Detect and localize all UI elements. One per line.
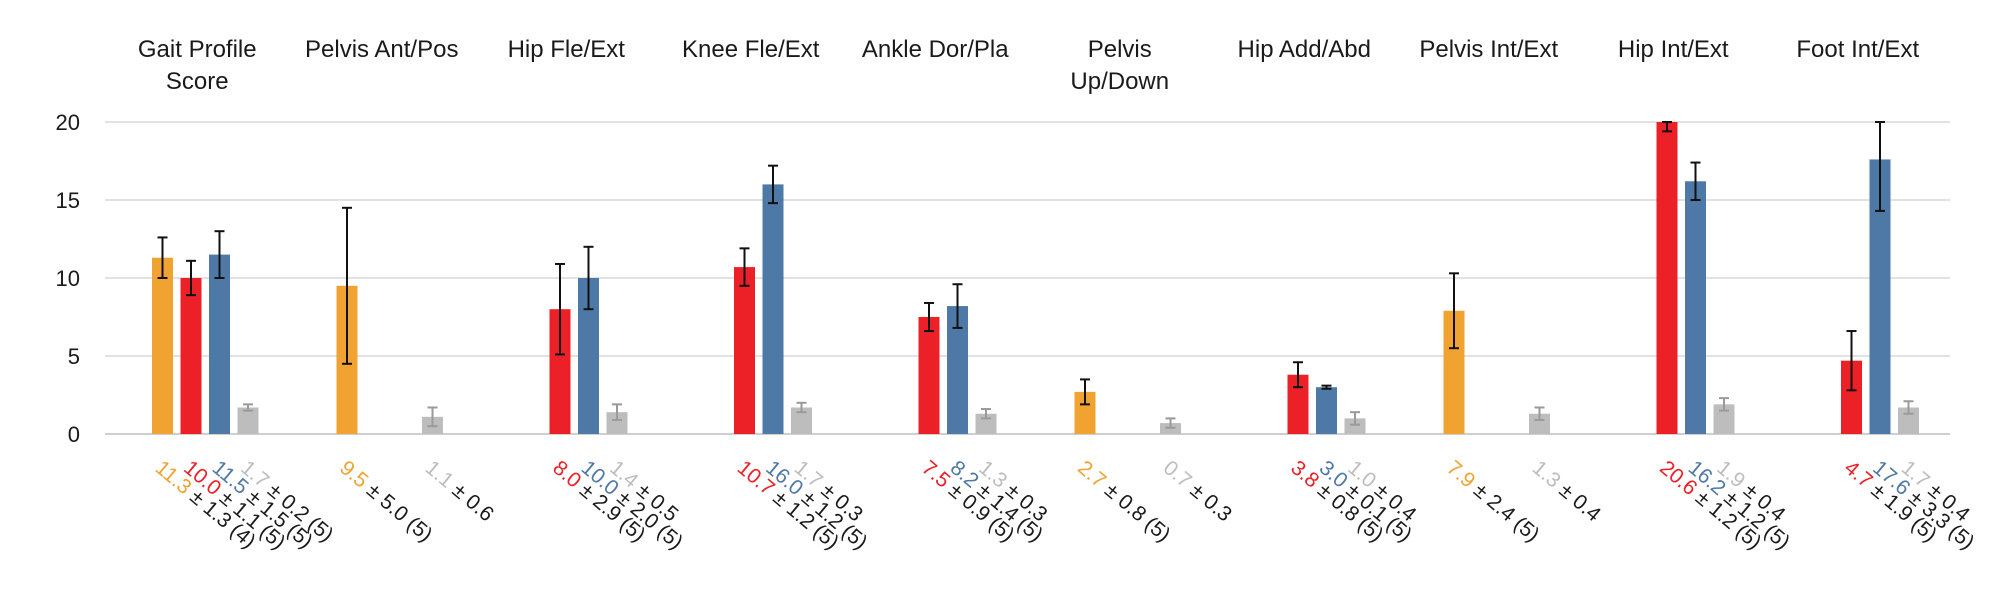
category-title-line: Ankle Dor/Pla	[862, 36, 1009, 63]
data-label: 0.7 ± 0.3	[1159, 456, 1236, 526]
bar	[1685, 181, 1706, 434]
data-label: 2.7 ± 0.8 (5)	[1073, 456, 1174, 546]
bar	[734, 267, 755, 434]
bar	[1443, 310, 1465, 434]
y-tick-label-15: 15	[56, 188, 80, 213]
category-title-line: Hip Fle/Ext	[508, 36, 626, 63]
category-title: Pelvis Up/Down	[1070, 36, 1169, 95]
bar	[1869, 159, 1891, 434]
bar	[549, 309, 571, 434]
bar	[791, 407, 812, 434]
data-label-error: ± 0.4	[1550, 475, 1605, 526]
y-tick-label-20: 20	[56, 110, 80, 135]
category-title: Hip Add/Abd	[1238, 36, 1371, 63]
y-tick-label-5: 5	[68, 344, 80, 369]
category-title-line: Knee Fle/Ext	[682, 36, 820, 63]
error-bars	[157, 121, 1914, 429]
category-title: Gait Profile Score	[138, 36, 257, 95]
category-title-line: Hip Add/Abd	[1238, 36, 1371, 63]
category-title: Foot Int/Ext	[1796, 36, 1919, 63]
bar	[237, 407, 259, 434]
data-label: 9.5 ± 5.0 (5)	[335, 456, 436, 546]
bar	[1713, 404, 1735, 434]
bar	[947, 306, 968, 434]
category-title: Ankle Dor/Pla	[862, 36, 1009, 63]
gridlines	[105, 121, 1950, 435]
bar	[918, 317, 940, 434]
data-label: 1.1 ± 0.6	[421, 456, 498, 526]
data-label: 7.9 ± 2.4 (5)	[1442, 456, 1543, 546]
data-label-error: ± 5.0 (5)	[358, 475, 437, 547]
category-title: Hip Fle/Ext	[508, 36, 626, 63]
bar	[578, 278, 599, 434]
category-title-line: Pelvis	[1088, 36, 1152, 63]
bar	[762, 184, 784, 434]
category-title-line: Hip Int/Ext	[1618, 36, 1729, 63]
bar	[1344, 418, 1366, 434]
y-axis-ticks: 0 5 10 15 20	[56, 110, 80, 447]
bar	[975, 413, 997, 434]
value-labels: 11.3 ± 1.3 (4)9.5 ± 5.0 (5)2.7 ± 0.8 (5)…	[151, 456, 1979, 554]
bar	[606, 412, 628, 434]
category-title-line: Foot Int/Ext	[1796, 36, 1919, 63]
category-title-line: Pelvis Int/Ext	[1419, 36, 1558, 63]
bar	[1074, 391, 1096, 434]
category-titles: Gait Profile Score Pelvis Ant/Pos Hip Fle/E…	[138, 36, 1920, 95]
bar	[152, 257, 173, 434]
category-title-line: Score	[166, 68, 229, 95]
bars	[152, 122, 1919, 434]
bar	[1529, 413, 1550, 434]
data-label-error: ± 0.3	[1181, 475, 1236, 526]
category-title: Pelvis Int/Ext	[1419, 36, 1558, 63]
y-tick-label-0: 0	[68, 422, 80, 447]
bar	[1656, 122, 1678, 434]
y-tick-label-10: 10	[56, 266, 80, 291]
data-label-error: ± 0.6	[443, 475, 498, 526]
category-title: Hip Int/Ext	[1618, 36, 1729, 63]
bar	[209, 254, 230, 434]
category-title-line: Pelvis Ant/Pos	[305, 36, 458, 63]
category-title: Knee Fle/Ext	[682, 36, 820, 63]
bar	[1841, 360, 1862, 434]
category-title-line: Gait Profile	[138, 36, 257, 63]
category-title: Pelvis Ant/Pos	[305, 36, 458, 63]
data-label-error: ± 2.4 (5)	[1465, 475, 1544, 547]
bar	[1287, 374, 1309, 434]
bar	[1316, 387, 1337, 434]
bar	[180, 278, 202, 434]
bar	[1898, 407, 1919, 434]
data-label: 1.3 ± 0.4	[1528, 456, 1606, 526]
data-label-error: ± 0.8 (5)	[1096, 475, 1175, 547]
category-title-line: Up/Down	[1070, 68, 1169, 95]
